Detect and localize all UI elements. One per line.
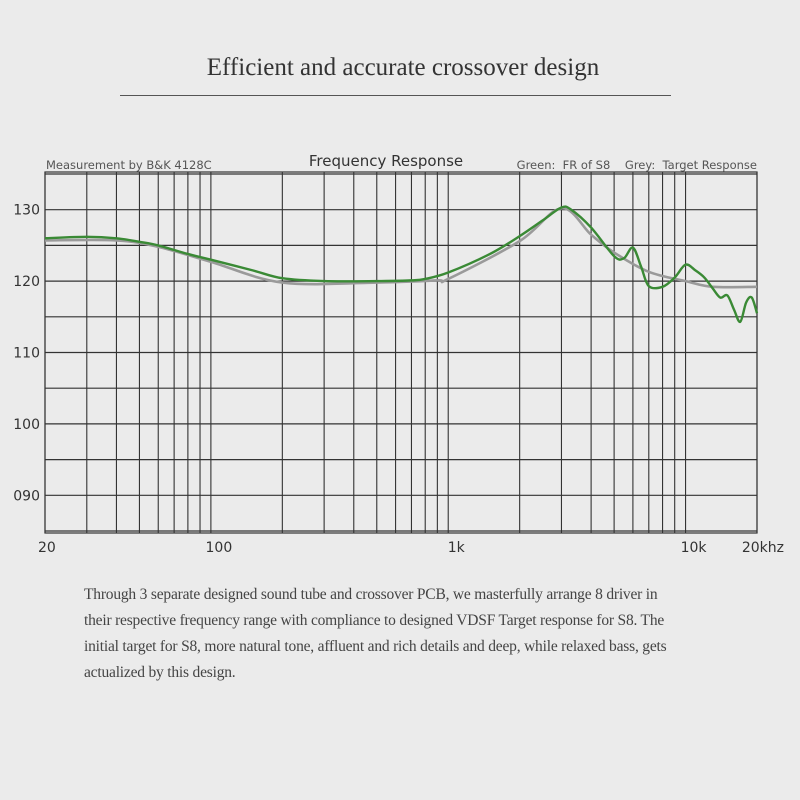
y-tick-label: 130 — [13, 203, 40, 219]
chart-legend: Green: FR of S8 Grey: Target Response — [517, 158, 757, 172]
description: Through 3 separate designed sound tube a… — [84, 582, 744, 686]
x-tick-label: 10k — [681, 540, 708, 556]
y-tick-label: 100 — [13, 417, 40, 433]
chart-title: Frequency Response — [309, 152, 463, 170]
description-line: initial target for S8, more natural tone… — [84, 638, 667, 655]
series-line-fr-of-s8 — [44, 205, 759, 324]
x-tick-label: 1k — [448, 540, 466, 556]
description-line: their respective frequency range with co… — [84, 612, 665, 629]
heading-underline — [120, 95, 671, 96]
grid — [44, 171, 758, 534]
description-line: actualized by this design. — [84, 664, 236, 681]
x-tick-label: 20khz — [742, 540, 784, 556]
chart-subtitle-left: Measurement by B&K 4128C — [46, 158, 212, 172]
y-tick-label: 090 — [13, 488, 40, 504]
description-line: Through 3 separate designed sound tube a… — [84, 586, 658, 603]
y-tick-label: 120 — [13, 274, 40, 290]
series-group — [44, 205, 759, 324]
x-axis: 20 100 1k 10k 20khz — [38, 540, 784, 556]
x-tick-label: 100 — [206, 540, 233, 556]
y-axis: 130 120 110 100 090 — [13, 203, 40, 505]
series-line-target-response — [44, 206, 758, 289]
page-heading: Efficient and accurate crossover design — [206, 54, 600, 81]
y-tick-label: 110 — [13, 346, 40, 362]
x-tick-label: 20 — [38, 540, 56, 556]
